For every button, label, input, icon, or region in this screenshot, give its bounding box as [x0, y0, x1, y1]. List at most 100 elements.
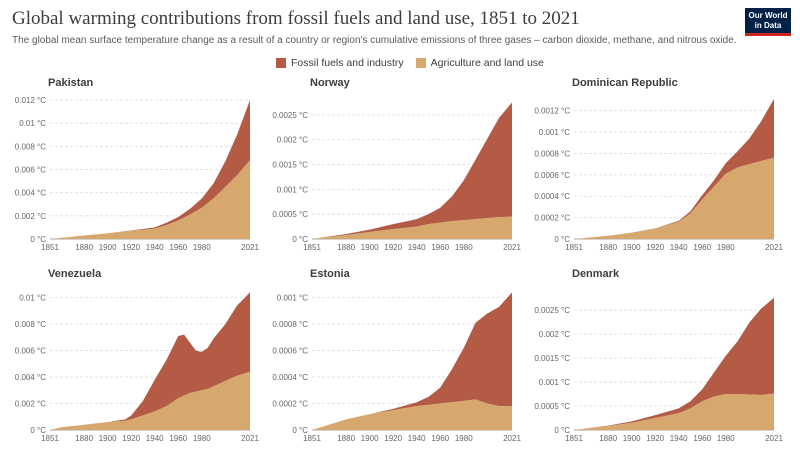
panel-title: Pakistan — [48, 77, 94, 89]
x-tick-label: 1880 — [599, 434, 617, 443]
chart-subtitle: The global mean surface temperature chan… — [12, 35, 737, 46]
x-tick-label: 1851 — [565, 243, 583, 252]
y-tick-label: 0.01 °C — [19, 119, 46, 128]
x-tick-label: 1980 — [193, 434, 211, 443]
x-tick-label: 1880 — [337, 243, 355, 252]
x-tick-label: 1960 — [431, 434, 449, 443]
panel-estonia: Estonia 0 °C 0.0002 °C 0.0004 °C 0.0006 °C 0.… — [272, 268, 521, 443]
y-tick-label: 0.0012 °C — [534, 107, 570, 116]
x-tick-label: 1900 — [99, 434, 117, 443]
y-tick-label: 0.002 °C — [15, 400, 46, 409]
y-tick-label: 0.002 °C — [15, 212, 46, 221]
x-tick-label: 1960 — [431, 243, 449, 252]
x-tick-label: 1940 — [146, 243, 164, 252]
area-fossil-fuels[interactable] — [312, 102, 512, 239]
y-tick-label: 0 °C — [292, 426, 308, 435]
x-tick-label: 1940 — [408, 434, 426, 443]
x-tick-label: 1980 — [455, 243, 473, 252]
panel-title: Estonia — [310, 268, 351, 280]
x-tick-label: 1920 — [646, 434, 664, 443]
y-tick-label: 0 °C — [554, 235, 570, 244]
chart-title: Global warming contributions from fossil… — [12, 8, 580, 29]
x-tick-label: 1920 — [646, 243, 664, 252]
x-tick-label: 1980 — [717, 243, 735, 252]
logo-line-2: in Data — [754, 21, 782, 30]
x-tick-label: 1900 — [361, 434, 379, 443]
x-tick-label: 1940 — [670, 434, 688, 443]
y-tick-label: 0.0008 °C — [272, 320, 308, 329]
panel-pakistan: Pakistan 0 °C 0.002 °C 0.004 °C 0.006 °C 0.00… — [15, 77, 260, 252]
y-tick-label: 0.001 °C — [277, 294, 308, 303]
area-agriculture[interactable] — [50, 160, 250, 239]
x-tick-label: 1851 — [303, 434, 321, 443]
area-agriculture[interactable] — [312, 216, 512, 239]
x-tick-label: 2021 — [765, 243, 783, 252]
x-tick-label: 1880 — [75, 243, 93, 252]
y-tick-label: 0.0002 °C — [534, 214, 570, 223]
y-tick-label: 0.0025 °C — [534, 306, 570, 315]
x-tick-label: 1880 — [599, 243, 617, 252]
y-tick-label: 0.004 °C — [15, 189, 46, 198]
y-tick-label: 0.0002 °C — [272, 400, 308, 409]
x-tick-label: 1880 — [75, 434, 93, 443]
panel-norway: Norway 0 °C 0.0005 °C 0.001 °C 0.0015 °C 0.00… — [272, 77, 521, 252]
x-tick-label: 1980 — [193, 243, 211, 252]
y-tick-label: 0.001 °C — [539, 128, 570, 137]
area-agriculture[interactable] — [574, 393, 774, 430]
x-tick-label: 1940 — [670, 243, 688, 252]
y-tick-label: 0.0004 °C — [534, 192, 570, 201]
x-tick-label: 2021 — [241, 243, 259, 252]
area-agriculture[interactable] — [312, 399, 512, 430]
legend-swatch-fossil — [276, 58, 286, 68]
y-tick-label: 0.0015 °C — [272, 161, 308, 170]
y-tick-label: 0.001 °C — [539, 378, 570, 387]
x-tick-label: 1920 — [122, 434, 140, 443]
x-tick-label: 1851 — [41, 243, 59, 252]
owid-logo[interactable]: Our World in Data — [745, 8, 791, 36]
y-tick-label: 0 °C — [554, 426, 570, 435]
panel-title: Dominican Republic — [572, 77, 678, 89]
x-tick-label: 1940 — [146, 434, 164, 443]
area-fossil-fuels[interactable] — [574, 297, 774, 430]
x-tick-label: 1960 — [693, 243, 711, 252]
x-tick-label: 1920 — [384, 243, 402, 252]
legend-label-agriculture: Agriculture and land use — [430, 57, 544, 69]
y-tick-label: 0.01 °C — [19, 294, 46, 303]
area-agriculture[interactable] — [50, 371, 250, 430]
y-tick-label: 0.004 °C — [15, 373, 46, 382]
legend: Fossil fuels and industry Agriculture an… — [276, 56, 544, 70]
y-tick-label: 0.0006 °C — [272, 347, 308, 356]
logo-line-1: Our World — [748, 11, 788, 20]
y-tick-label: 0.0015 °C — [534, 354, 570, 363]
legend-item-agriculture[interactable]: Agriculture and land use — [415, 57, 544, 69]
x-tick-label: 1900 — [623, 243, 641, 252]
x-tick-label: 2021 — [503, 243, 521, 252]
y-tick-label: 0.012 °C — [15, 96, 46, 105]
y-tick-label: 0.006 °C — [15, 166, 46, 175]
legend-item-fossil[interactable]: Fossil fuels and industry — [276, 57, 404, 69]
panel-title: Venezuela — [48, 268, 102, 280]
y-tick-label: 0.001 °C — [277, 185, 308, 194]
x-tick-label: 1960 — [693, 434, 711, 443]
legend-label-fossil: Fossil fuels and industry — [291, 57, 404, 69]
area-fossil-fuels[interactable] — [50, 100, 250, 239]
panel-title: Denmark — [572, 268, 620, 280]
y-tick-label: 0 °C — [30, 426, 46, 435]
area-agriculture[interactable] — [574, 157, 774, 239]
x-tick-label: 1960 — [169, 243, 187, 252]
y-tick-label: 0 °C — [292, 235, 308, 244]
x-tick-label: 1920 — [122, 243, 140, 252]
x-tick-label: 1900 — [99, 243, 117, 252]
x-tick-label: 1960 — [169, 434, 187, 443]
y-tick-label: 0.0008 °C — [534, 149, 570, 158]
panel-venezuela: Venezuela 0 °C 0.002 °C 0.004 °C 0.006 °C 0.0… — [15, 268, 260, 443]
y-tick-label: 0.0025 °C — [272, 111, 308, 120]
x-tick-label: 1980 — [455, 434, 473, 443]
area-fossil-fuels[interactable] — [312, 292, 512, 430]
y-tick-label: 0.0005 °C — [534, 402, 570, 411]
area-fossil-fuels[interactable] — [574, 98, 774, 239]
y-tick-label: 0.0006 °C — [534, 171, 570, 180]
area-fossil-fuels[interactable] — [50, 292, 250, 430]
y-tick-label: 0.002 °C — [539, 330, 570, 339]
